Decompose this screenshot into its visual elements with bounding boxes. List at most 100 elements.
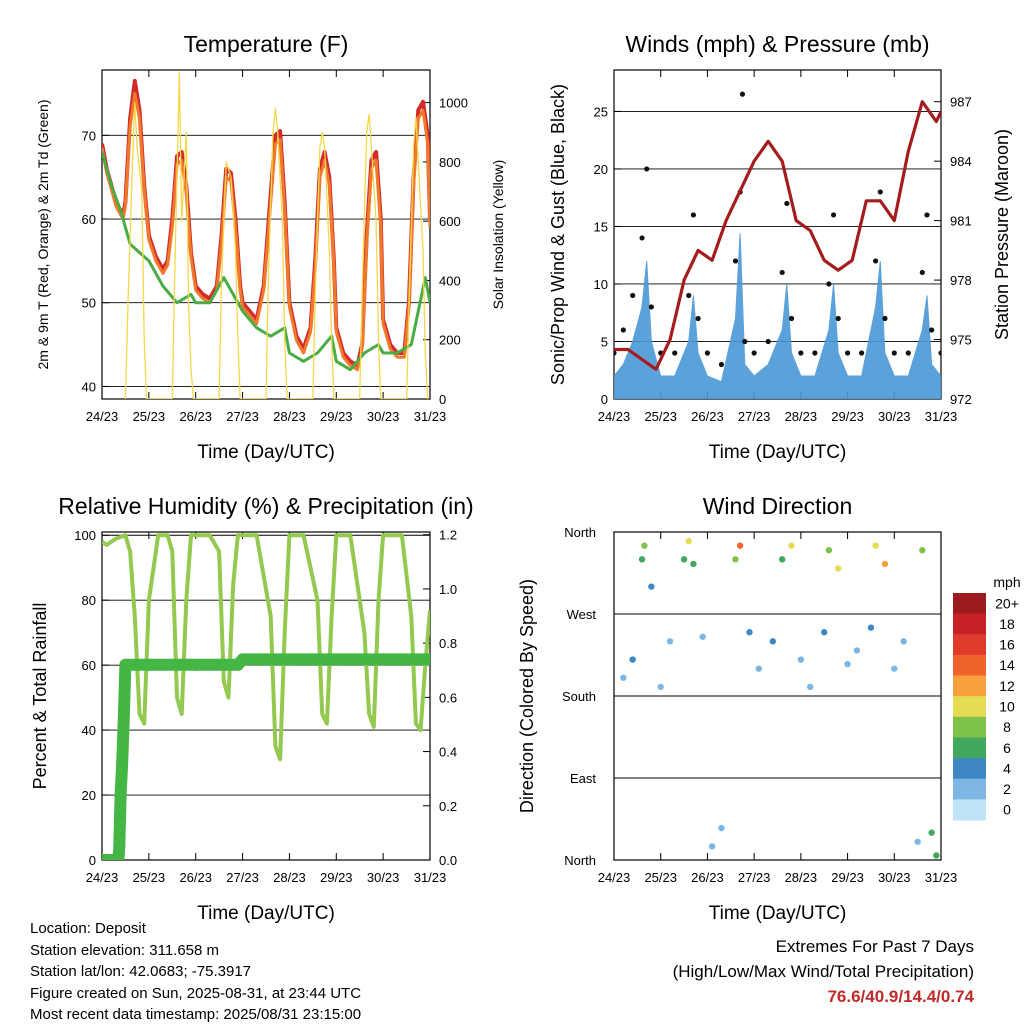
temperature-panel: Temperature (F) 24/23 25/23 26/23 27/23 28/23… bbox=[35, 31, 506, 463]
x-axis-label: Time (Day/UTC) bbox=[709, 903, 847, 924]
gust-point bbox=[812, 350, 818, 356]
precip-point bbox=[113, 840, 126, 853]
y-tick-label: 60 bbox=[82, 658, 96, 673]
gust-point bbox=[788, 315, 795, 322]
precip-point bbox=[116, 759, 129, 772]
gust-point bbox=[690, 212, 697, 218]
colorbar-title: mph bbox=[993, 574, 1020, 590]
direction-point bbox=[807, 683, 814, 691]
y2-tick-label: 0.2 bbox=[439, 799, 457, 814]
x-axis-label: Time (Day/UTC) bbox=[197, 442, 335, 463]
winds-pressure-panel: Winds (mph) & Pressure (mb) 24/23 25/23 26/… bbox=[548, 31, 1012, 463]
x-tick-label: 29/23 bbox=[831, 409, 864, 424]
gust-point bbox=[891, 350, 897, 356]
x-tick-label: 24/23 bbox=[86, 870, 119, 885]
precip-point bbox=[117, 718, 130, 731]
x-tick-label: 29/23 bbox=[831, 870, 864, 885]
gust-point bbox=[742, 338, 748, 345]
precip-point bbox=[236, 653, 249, 666]
y-axis-label: Direction (Colored By Speed) bbox=[517, 579, 537, 813]
y2-tick-label: 975 bbox=[950, 333, 972, 348]
direction-point bbox=[788, 542, 795, 549]
y-tick-label: 10 bbox=[594, 277, 608, 292]
direction-point bbox=[825, 547, 833, 554]
y2-tick-label: 1000 bbox=[439, 96, 468, 111]
y-tick-label: 60 bbox=[82, 212, 96, 227]
x-tick-label: 30/23 bbox=[367, 409, 400, 424]
x-tick-label: 30/23 bbox=[878, 409, 911, 424]
panel-title: Wind Direction bbox=[703, 493, 853, 519]
gust-point bbox=[938, 350, 941, 356]
x-tick-label: 31/23 bbox=[925, 409, 958, 424]
precip-point bbox=[330, 653, 343, 666]
x-tick-label: 28/23 bbox=[785, 409, 818, 424]
gust-point bbox=[686, 292, 692, 299]
direction-point bbox=[778, 556, 786, 563]
direction-point bbox=[821, 629, 828, 636]
gust-point bbox=[826, 281, 832, 287]
direction-point bbox=[881, 560, 889, 568]
colorbar-label: 18 bbox=[999, 616, 1015, 632]
x-tick-label: 29/23 bbox=[320, 870, 353, 885]
direction-point bbox=[891, 665, 898, 672]
gust-point bbox=[798, 350, 804, 356]
y2-tick-label: 200 bbox=[439, 333, 461, 348]
y2-tick-label: 984 bbox=[950, 154, 972, 169]
gust-point bbox=[924, 212, 930, 218]
y-axis-label: Sonic/Prop Wind & Gust (Blue, Black) bbox=[548, 84, 568, 385]
x-tick-label: 27/23 bbox=[738, 409, 771, 424]
direction-point bbox=[708, 843, 716, 850]
x-tick-label: 24/23 bbox=[598, 870, 631, 885]
station-info: Location: Deposit Station elevation: 311… bbox=[30, 918, 361, 1026]
y2-tick-label: 981 bbox=[950, 214, 972, 229]
y-tick-label: 20 bbox=[82, 788, 96, 803]
direction-point bbox=[844, 660, 851, 668]
direction-point bbox=[690, 560, 697, 568]
gust-point bbox=[882, 315, 888, 322]
y2-tick-label: 0.0 bbox=[439, 853, 457, 868]
x-tick-label: 31/23 bbox=[414, 409, 447, 424]
colorbar-swatch bbox=[953, 593, 986, 615]
y-tick-label: 25 bbox=[594, 104, 608, 119]
y2-tick-label: 1.0 bbox=[439, 582, 457, 597]
gust-point bbox=[614, 350, 617, 356]
x-tick-label: 26/23 bbox=[179, 870, 212, 885]
panel-title: Relative Humidity (%) & Precipitation (i… bbox=[58, 493, 473, 519]
series-group bbox=[614, 91, 941, 399]
y2-tick-label: 0 bbox=[439, 392, 446, 407]
direction-point bbox=[657, 683, 664, 691]
colorbar-swatch bbox=[953, 716, 986, 738]
x-tick-label: 31/23 bbox=[925, 870, 958, 885]
colorbar-label: 12 bbox=[999, 678, 1015, 694]
x-tick-label: 27/23 bbox=[738, 870, 771, 885]
direction-point bbox=[769, 638, 777, 645]
direction-point bbox=[853, 647, 861, 654]
colorbar-swatch bbox=[953, 778, 986, 800]
gust-point bbox=[732, 258, 739, 264]
direction-point bbox=[933, 852, 940, 859]
y-tick-label: 0 bbox=[601, 392, 608, 407]
panel-title: Winds (mph) & Pressure (mb) bbox=[625, 31, 929, 57]
direction-point bbox=[685, 537, 692, 545]
x-tick-label: 30/23 bbox=[367, 870, 400, 885]
y-tick-label: 40 bbox=[82, 379, 96, 394]
series-line bbox=[124, 72, 429, 399]
gust-point bbox=[877, 189, 883, 195]
y2-tick-label: 0.4 bbox=[439, 745, 457, 760]
gust-point bbox=[830, 212, 837, 218]
x-tick-label: 26/23 bbox=[691, 409, 724, 424]
panel-title: Temperature (F) bbox=[184, 31, 349, 57]
y-tick-label: 20 bbox=[594, 162, 608, 177]
humidity-precip-panel: Relative Humidity (%) & Precipitation (i… bbox=[30, 493, 474, 924]
colorbar-swatch bbox=[953, 634, 986, 656]
y2-axis-label: Solar Insolation (Yellow) bbox=[490, 160, 506, 310]
precip-point bbox=[112, 854, 125, 860]
x-tick-label: 24/23 bbox=[86, 409, 119, 424]
x-tick-label: 26/23 bbox=[179, 409, 212, 424]
gust-point bbox=[718, 361, 725, 368]
gust-point bbox=[739, 91, 746, 97]
direction-point bbox=[835, 565, 842, 572]
direction-point bbox=[872, 542, 879, 549]
y-axis-label: 2m & 9m T (Red, Orange) & 2m Td (Green) bbox=[35, 100, 51, 370]
